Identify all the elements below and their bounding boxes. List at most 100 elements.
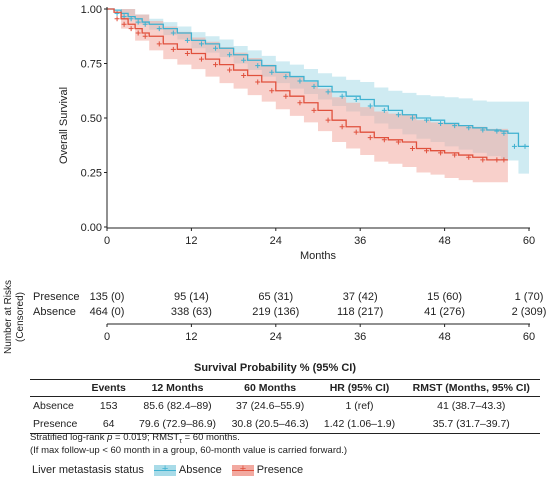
x-axis-label: Months <box>300 250 337 262</box>
censor-mark <box>213 45 219 51</box>
censor-mark <box>255 63 261 69</box>
risk-x-tick-label: 48 <box>438 331 450 343</box>
x-tick-label: 36 <box>354 235 366 247</box>
header-cell: 12 Months <box>131 379 224 397</box>
header-cell: RMST (Months, 95% CI) <box>402 379 540 397</box>
table-cell: 41 (38.7–43.3) <box>437 400 506 412</box>
legend-label-presence: Presence <box>256 464 304 476</box>
censor-mark <box>339 93 345 99</box>
table-cell: 1 (ref) <box>345 400 374 412</box>
y-tick-label: 0.50 <box>81 113 102 125</box>
censor-mark <box>311 107 317 113</box>
censor-mark <box>170 46 176 52</box>
y-tick-label: 0.00 <box>81 222 102 234</box>
survival-curves <box>107 8 529 163</box>
risk-group-label: Absence <box>33 306 76 318</box>
legend-title: Liver metastasis status <box>32 464 144 476</box>
censor-mark <box>156 41 162 47</box>
censor-mark <box>381 137 387 143</box>
risk-count: 118 (217) <box>337 306 383 318</box>
censor-mark <box>241 72 247 78</box>
censor-mark <box>494 128 500 134</box>
table-cell: 85.6 (82.4–89) <box>143 400 212 412</box>
table-cell: 64 <box>86 415 132 434</box>
censor-mark <box>135 30 141 36</box>
table-cell: 35.7 (31.7–39.7) <box>402 415 540 434</box>
censor-mark <box>381 107 387 113</box>
y-tick-label: 0.25 <box>81 168 102 180</box>
censor-mark <box>198 41 204 47</box>
censor-mark <box>170 30 176 36</box>
confidence-bands <box>107 9 529 183</box>
header-cell: HR (95% CI) <box>316 379 403 397</box>
table-row: Absence 153 85.6 (82.4–89) 37 (24.6–55.9… <box>30 397 540 416</box>
censor-mark <box>511 143 517 149</box>
censor-mark <box>494 157 500 163</box>
censor-mark <box>227 52 233 58</box>
censor-mark <box>269 88 275 94</box>
header-cell: Events <box>86 379 132 397</box>
legend-label-absence: Absence <box>178 464 222 476</box>
risk-count: 1 (70) <box>515 291 544 303</box>
censor-mark <box>438 150 444 156</box>
censor-mark <box>501 157 507 163</box>
censor-mark <box>325 117 331 123</box>
table-cell: 79.6 (72.9–86.9) <box>131 415 224 434</box>
censor-mark <box>227 67 233 73</box>
censor-mark <box>325 89 331 95</box>
censor-mark <box>114 10 120 16</box>
censor-mark <box>353 129 359 135</box>
censor-mark <box>466 154 472 160</box>
censor-mark <box>395 139 401 145</box>
risk-count: 135 (0) <box>90 291 125 303</box>
table-cell: 153 <box>99 400 118 412</box>
censor-mark <box>395 112 401 118</box>
risk-count: 65 (31) <box>258 291 293 303</box>
y-axis-label: Overall Survival <box>58 86 70 164</box>
risk-group-label: Presence <box>33 291 79 303</box>
censor-mark <box>255 79 261 85</box>
censor-mark <box>184 37 190 43</box>
x-tick-label: 0 <box>104 235 110 247</box>
censor-mark <box>128 26 134 32</box>
censor-mark <box>142 33 148 39</box>
risk-count: 464 (0) <box>90 306 125 318</box>
censor-mark <box>311 83 317 89</box>
censor-mark <box>241 57 247 63</box>
table-cell: Absence <box>33 400 74 412</box>
censor-mark <box>283 74 289 80</box>
censor-mark <box>522 143 528 149</box>
censor-mark <box>409 115 415 121</box>
km-plot: 0.00 0.25 0.50 0.75 1.00 0 12 24 36 48 60 Months <box>81 4 536 262</box>
risk-count: 95 (14) <box>174 291 209 303</box>
censor-mark <box>339 124 345 130</box>
risk-count: 41 (276) <box>424 306 465 318</box>
censor-mark <box>213 62 219 68</box>
risk-count: 2 (309) <box>512 306 547 318</box>
censor-mark <box>438 120 444 126</box>
censor-mark <box>297 100 303 106</box>
risk-x-tick-label: 24 <box>270 331 282 343</box>
legend-key-presence: + <box>231 463 254 476</box>
risk-table-y-label: Number at Risks (Censored) <box>3 280 26 354</box>
risk-table: Presence 135 (0) 95 (14) 65 (31) 37 (42) 15 (… <box>33 291 547 343</box>
censor-mark <box>135 19 141 25</box>
ci-band-presence <box>107 9 508 183</box>
x-tick-label: 12 <box>185 235 197 247</box>
censor-mark <box>480 127 486 133</box>
censor-mark <box>297 78 303 84</box>
summary-table-title: Survival Probability % (95% CI) <box>194 362 356 374</box>
survival-curve-presence <box>107 8 508 161</box>
censor-mark <box>409 146 415 152</box>
footnote-line-1: Stratified log-rank p = 0.019; RMSTτ = 6… <box>30 432 240 445</box>
censor-mark <box>367 135 373 141</box>
censor-mark <box>121 21 127 27</box>
risk-x-tick-label: 36 <box>354 331 366 343</box>
risk-count: 37 (42) <box>343 291 378 303</box>
risk-count: 338 (63) <box>171 306 212 318</box>
table-row: Presence 64 79.6 (72.9–86.9) 30.8 (20.5–… <box>30 415 540 434</box>
censor-mark <box>367 103 373 109</box>
table-cell: 1.42 (1.06–1.9) <box>316 415 403 434</box>
censor-mark <box>501 130 507 136</box>
legend: Liver metastasis status + Absence + Pres… <box>32 463 304 477</box>
